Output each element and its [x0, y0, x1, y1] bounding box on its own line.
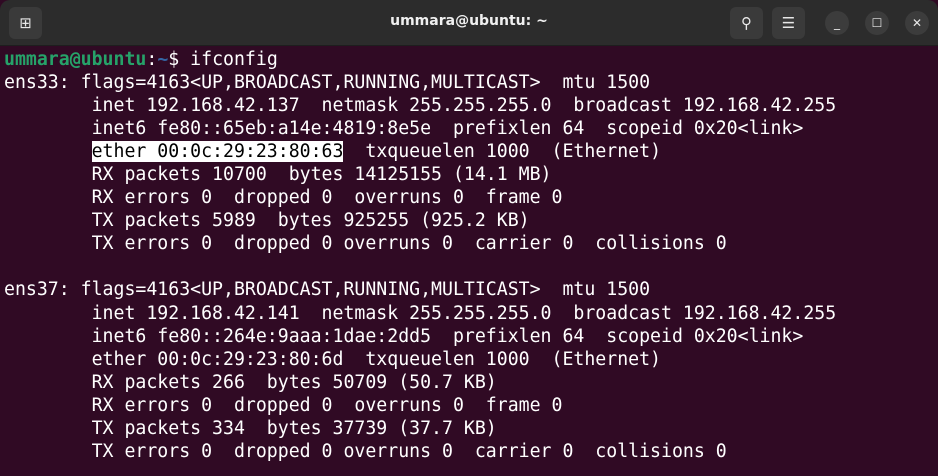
prompt-symbol: $: [168, 49, 191, 70]
output-line: inet 192.168.42.141 netmask 255.255.255.…: [4, 302, 837, 324]
output-line: TX errors 0 dropped 0 overruns 0 carrier…: [4, 440, 727, 462]
output-line: ether 00:0c:29:23:80:6d txqueuelen 1000 …: [4, 348, 661, 370]
maximize-icon: ☐: [871, 16, 883, 30]
maximize-button[interactable]: ☐: [865, 11, 889, 35]
output-line: TX packets 5989 bytes 925255 (925.2 KB): [4, 210, 530, 232]
output-text: txqueuelen 1000 (Ethernet): [343, 141, 662, 163]
output-line: ens33: flags=4163<UP,BROADCAST,RUNNING,M…: [4, 72, 651, 94]
minimize-icon: _: [834, 16, 840, 30]
menu-button[interactable]: ☰: [772, 7, 805, 39]
search-button[interactable]: ⚲: [730, 7, 763, 39]
output-line: RX packets 10700 bytes 14125155 (14.1 MB…: [4, 164, 552, 186]
prompt-line: ummara@ubuntu:~$ ifconfig: [4, 48, 836, 71]
prompt-colon: :: [146, 49, 158, 70]
output-line: ens37: flags=4163<UP,BROADCAST,RUNNING,M…: [4, 279, 651, 301]
minimize-button[interactable]: _: [825, 11, 849, 35]
output-line: inet 192.168.42.137 netmask 255.255.255.…: [4, 95, 837, 117]
prompt-user-host: ummara@ubuntu: [4, 49, 147, 70]
new-tab-icon: ⊞: [19, 14, 32, 32]
search-icon: ⚲: [741, 14, 752, 32]
window-title: ummara@ubuntu: ~: [390, 13, 548, 29]
output-line: TX errors 0 dropped 0 overruns 0 carrier…: [4, 233, 727, 255]
output-line: inet6 fe80::264e:9aaa:1dae:2dd5 prefixle…: [4, 325, 804, 347]
output-line: RX errors 0 dropped 0 overruns 0 frame 0: [4, 187, 563, 209]
new-tab-button[interactable]: ⊞: [9, 7, 42, 39]
selected-text[interactable]: ether 00:0c:29:23:80:63: [91, 141, 344, 163]
prompt-path: ~: [157, 49, 169, 70]
output-line: RX errors 0 dropped 0 overruns 0 frame 0: [4, 394, 563, 416]
terminal-output[interactable]: ummara@ubuntu:~$ ifconfig ens33: flags=4…: [4, 48, 836, 463]
close-icon: ✕: [911, 16, 923, 30]
output-line-ether: ether 00:0c:29:23:80:63 txqueuelen 1000 …: [4, 140, 836, 163]
output-line: RX packets 266 bytes 50709 (50.7 KB): [4, 371, 497, 393]
output-line: TX packets 334 bytes 37739 (37.7 KB): [4, 417, 497, 439]
title-bar: ⊞ ummara@ubuntu: ~ ⚲ ☰ _ ☐ ✕: [0, 0, 938, 46]
close-button[interactable]: ✕: [905, 11, 929, 35]
output-line: [4, 255, 836, 278]
hamburger-menu-icon: ☰: [781, 14, 796, 32]
output-line: inet6 fe80::65eb:a14e:4819:8e5e prefixle…: [4, 118, 804, 140]
command: ifconfig: [190, 49, 278, 70]
